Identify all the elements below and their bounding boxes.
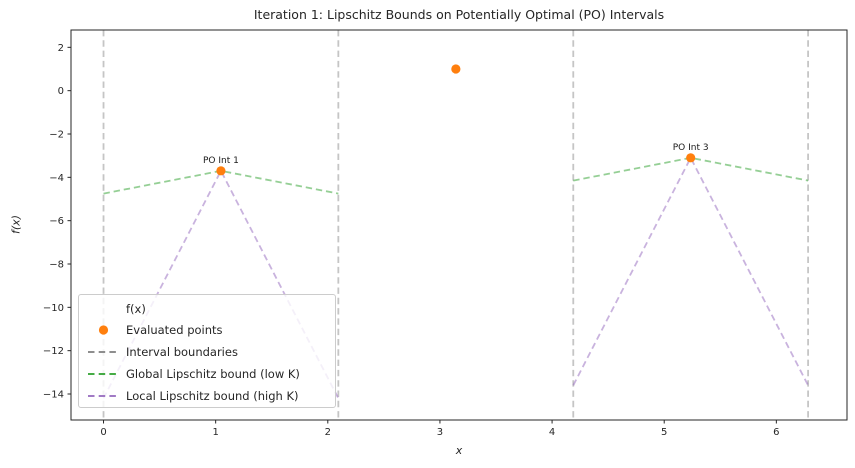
x-axis-label: x	[455, 444, 463, 457]
y-tick-label: 2	[58, 43, 64, 54]
x-tick-label: 1	[212, 427, 218, 438]
legend-title: f(x)	[126, 302, 146, 316]
plot-border	[70, 29, 848, 421]
evaluated-point	[686, 153, 696, 163]
x-tick-label: 0	[100, 427, 106, 438]
y-tick-label: −12	[43, 346, 64, 357]
x-tick-label: 2	[325, 427, 331, 438]
y-tick-label: −2	[49, 130, 64, 141]
y-tick-label: −4	[49, 173, 64, 184]
legend-item: Global Lipschitz bound (low K)	[87, 363, 327, 385]
local-lipschitz-bound-line	[572, 155, 809, 386]
y-tick-label: −8	[49, 260, 64, 271]
y-tick-label: −6	[49, 216, 64, 227]
y-axis-label: f(x)	[9, 215, 23, 234]
x-tick-label: 4	[549, 427, 555, 438]
evaluated-point	[216, 166, 226, 176]
po-interval-annotation: PO Int 3	[673, 143, 709, 153]
legend-item: Local Lipschitz bound (high K)	[87, 385, 327, 407]
legend: f(x) Evaluated points Interval boundaries…	[78, 294, 336, 408]
legend-item-label: Global Lipschitz bound (low K)	[126, 367, 300, 381]
legend-item-label: Local Lipschitz bound (high K)	[126, 389, 299, 403]
y-tick-label: −10	[43, 303, 64, 314]
evaluated-point	[451, 64, 461, 74]
legend-marker-swatch	[98, 325, 109, 335]
x-tick-label: 3	[437, 427, 443, 438]
legend-dashed-line-swatch	[88, 373, 119, 375]
legend-item-label: Interval boundaries	[126, 345, 238, 359]
legend-item: Interval boundaries	[87, 341, 327, 363]
x-tick-label: 5	[661, 427, 667, 438]
x-tick-label: 6	[773, 427, 779, 438]
legend-dashed-line-swatch	[88, 351, 119, 353]
legend-dashed-line-swatch	[88, 395, 119, 397]
y-tick-label: 0	[58, 86, 64, 97]
legend-item-label: Evaluated points	[126, 323, 223, 337]
po-interval-annotation: PO Int 1	[203, 156, 239, 166]
legend-item: Evaluated points	[87, 319, 327, 341]
chart-title: Iteration 1: Lipschitz Bounds on Potenti…	[253, 7, 665, 22]
y-tick-label: −14	[43, 390, 64, 401]
